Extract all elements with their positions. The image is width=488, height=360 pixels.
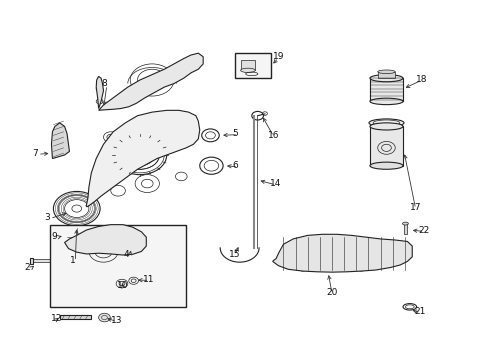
- Ellipse shape: [369, 123, 402, 130]
- Circle shape: [297, 264, 307, 271]
- Text: 21: 21: [414, 307, 425, 316]
- Text: 22: 22: [418, 226, 429, 235]
- Bar: [234, 53, 271, 78]
- Polygon shape: [86, 111, 200, 207]
- Text: 8: 8: [101, 80, 106, 89]
- Ellipse shape: [369, 75, 402, 82]
- Text: 13: 13: [111, 316, 122, 325]
- Text: 15: 15: [228, 250, 240, 259]
- Bar: [377, 72, 394, 78]
- Text: 11: 11: [143, 275, 155, 284]
- Bar: [240, 60, 255, 70]
- Polygon shape: [60, 315, 91, 319]
- Ellipse shape: [377, 70, 394, 73]
- Bar: [369, 126, 402, 166]
- Text: 1: 1: [69, 256, 75, 265]
- Text: 10: 10: [117, 281, 128, 290]
- Polygon shape: [99, 53, 203, 111]
- Polygon shape: [96, 76, 103, 109]
- Text: 14: 14: [270, 179, 281, 188]
- Ellipse shape: [372, 120, 399, 126]
- Ellipse shape: [368, 119, 403, 127]
- Bar: [403, 224, 406, 234]
- Text: 12: 12: [51, 314, 62, 323]
- Text: 7: 7: [32, 149, 38, 158]
- Ellipse shape: [240, 68, 255, 72]
- Bar: [50, 225, 186, 307]
- Ellipse shape: [369, 162, 402, 169]
- Bar: [369, 78, 402, 102]
- Text: 2: 2: [25, 263, 30, 272]
- Ellipse shape: [402, 222, 407, 225]
- Polygon shape: [30, 259, 50, 262]
- Text: 18: 18: [415, 75, 427, 84]
- Circle shape: [356, 264, 366, 271]
- Polygon shape: [272, 234, 411, 272]
- Text: 19: 19: [272, 52, 284, 61]
- Text: 3: 3: [44, 213, 50, 222]
- Text: 9: 9: [51, 232, 57, 241]
- Bar: [30, 257, 33, 264]
- Circle shape: [326, 264, 336, 271]
- Polygon shape: [51, 123, 69, 158]
- Text: 5: 5: [232, 129, 238, 138]
- Polygon shape: [64, 225, 146, 255]
- Text: 4: 4: [123, 250, 129, 259]
- Text: 16: 16: [267, 131, 279, 140]
- Text: 17: 17: [409, 203, 421, 212]
- Circle shape: [99, 313, 110, 322]
- Text: 20: 20: [325, 288, 337, 297]
- Text: 6: 6: [232, 161, 238, 170]
- Ellipse shape: [369, 98, 402, 105]
